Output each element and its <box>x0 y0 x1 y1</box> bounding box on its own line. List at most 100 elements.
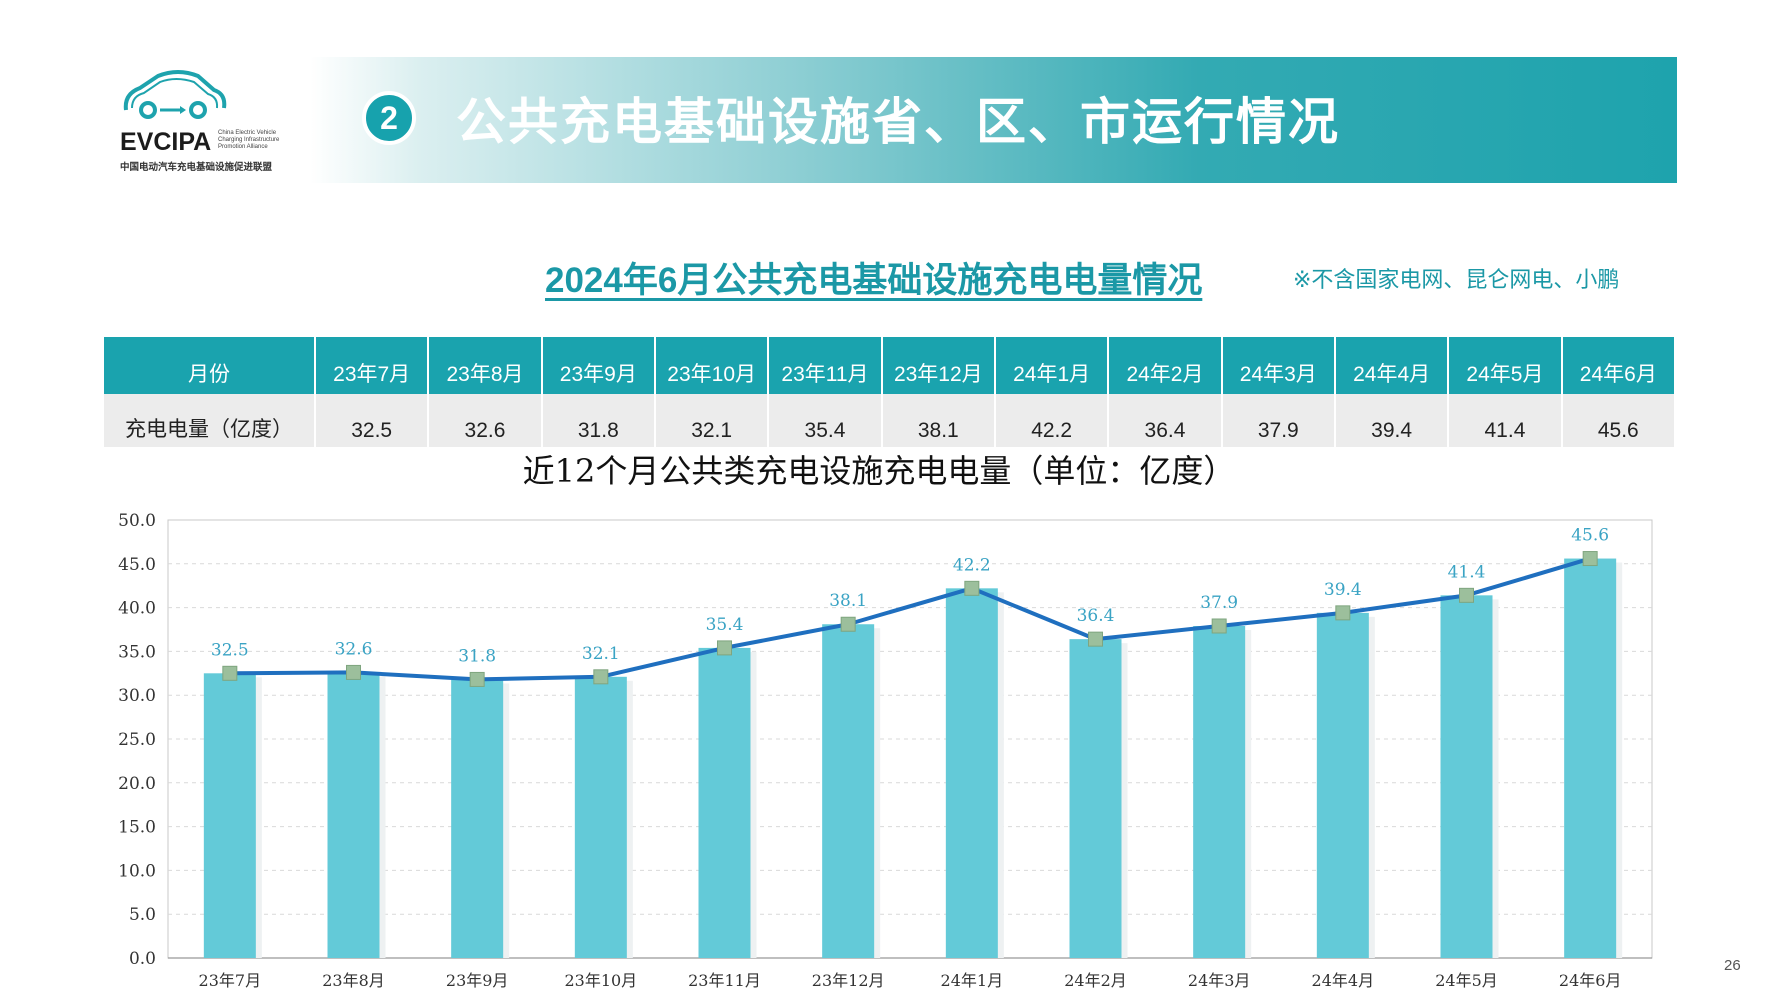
table-header-cell: 24年4月 <box>1334 337 1450 394</box>
section-banner <box>310 57 1677 183</box>
bar <box>1440 595 1493 958</box>
data-label: 45.6 <box>1571 526 1609 546</box>
table-header-cell: 23年7月 <box>315 337 430 394</box>
table-cell: 32.5 <box>315 394 430 447</box>
bar <box>822 624 875 958</box>
section-number-badge: 2 <box>362 91 416 145</box>
x-tick-label: 23年9月 <box>446 971 509 990</box>
trend-line <box>229 556 1591 682</box>
table-cell: 45.6 <box>1561 394 1677 447</box>
bar <box>1069 639 1122 958</box>
data-label: 38.1 <box>829 591 867 611</box>
data-label: 41.4 <box>1448 562 1486 582</box>
bar <box>574 676 627 958</box>
x-tick-label: 24年6月 <box>1559 971 1622 990</box>
line-marker <box>964 580 980 596</box>
data-label: 36.4 <box>1077 606 1115 626</box>
bar <box>945 588 998 958</box>
x-tick-label: 23年10月 <box>564 971 637 990</box>
table-header-cell: 24年6月 <box>1561 337 1677 394</box>
table-cell: 32.1 <box>654 394 770 447</box>
x-tick-label: 24年4月 <box>1312 971 1375 990</box>
car-logo-icon <box>123 70 227 119</box>
table-cell: 31.8 <box>541 394 656 447</box>
x-tick-label: 23年12月 <box>812 971 885 990</box>
x-tick-label: 24年2月 <box>1064 971 1127 990</box>
y-tick-label: 35.0 <box>118 642 156 662</box>
plot-area <box>167 519 1653 959</box>
line-marker <box>469 671 485 687</box>
y-tick-label: 25.0 <box>118 730 156 750</box>
page-number: 26 <box>1724 957 1741 974</box>
data-label: 31.8 <box>458 646 496 666</box>
table-header-cell: 24年1月 <box>994 337 1110 394</box>
table-header-cell: 24年5月 <box>1448 337 1563 394</box>
x-tick-label: 24年1月 <box>941 971 1004 990</box>
x-tick-label: 23年8月 <box>322 971 385 990</box>
y-tick-label: 45.0 <box>118 555 156 575</box>
data-label: 42.2 <box>953 555 991 575</box>
section-title: 公共充电基础设施省、区、市运行情况 <box>456 94 1340 150</box>
data-label: 39.4 <box>1324 580 1362 600</box>
bar <box>203 673 256 958</box>
y-tick-label: 5.0 <box>129 905 156 925</box>
data-label: 32.1 <box>582 644 620 664</box>
chart-title: 近12个月公共类充电设施充电电量（单位：亿度） <box>522 452 1236 490</box>
table-cell: 42.2 <box>994 394 1110 447</box>
line-marker <box>1211 618 1227 634</box>
line-marker <box>1459 587 1474 603</box>
line-marker <box>222 665 238 681</box>
data-label: 37.9 <box>1200 593 1238 613</box>
table-header-cell: 23年9月 <box>541 337 656 394</box>
table-header-cell: 23年11月 <box>768 337 883 394</box>
table-header-cell: 23年10月 <box>654 337 770 394</box>
logo-text: EVCIPA <box>120 128 212 156</box>
table-row: 充电电量（亿度） 32.5 32.6 31.8 32.1 35.4 38.1 4… <box>104 394 1677 447</box>
line-marker <box>593 669 609 685</box>
line-marker <box>1582 551 1598 567</box>
bar <box>451 679 504 958</box>
x-tick-label: 24年5月 <box>1435 971 1498 990</box>
y-tick-label: 30.0 <box>118 686 156 706</box>
slide-subtitle: 2024年6月公共充电基础设施充电电量情况 <box>545 261 1203 300</box>
exclusion-note: ※不含国家电网、昆仑网电、小鹏 <box>1293 267 1620 292</box>
logo-chinese-name: 中国电动汽车充电基础设施促进联盟 <box>120 162 273 173</box>
table-cell: 35.4 <box>768 394 883 447</box>
y-tick-label: 10.0 <box>118 861 156 881</box>
y-tick-label: 20.0 <box>118 774 156 794</box>
table-header-cell: 23年12月 <box>881 337 996 394</box>
bar <box>1564 558 1617 958</box>
x-tick-label: 23年7月 <box>199 971 262 990</box>
line-marker <box>717 640 732 656</box>
line-marker <box>840 616 856 632</box>
line-marker <box>1335 605 1351 621</box>
data-label: 32.5 <box>211 640 249 660</box>
bar <box>327 672 380 958</box>
table-cell: 32.6 <box>428 394 543 447</box>
x-tick-label: 23年11月 <box>688 971 761 990</box>
table-header-row: 月份 23年7月 23年8月 23年9月 23年10月 23年11月 23年12… <box>104 337 1677 394</box>
x-tick-label: 24年3月 <box>1188 971 1251 990</box>
bar <box>1193 625 1246 958</box>
table-cell: 38.1 <box>881 394 996 447</box>
table-cell: 36.4 <box>1108 394 1223 447</box>
header-label: 月份 <box>104 337 316 394</box>
bar <box>1316 612 1369 958</box>
monthly-data-table: 月份 23年7月 23年8月 23年9月 23年10月 23年11月 23年12… <box>104 337 1677 447</box>
line-marker <box>1088 631 1103 647</box>
y-tick-label: 40.0 <box>118 599 156 619</box>
logo-subtext: China Electric Vehicle Charging Infrastr… <box>218 130 280 150</box>
data-label: 32.6 <box>335 639 373 659</box>
y-tick-label: 50.0 <box>118 511 156 531</box>
table-header-cell: 23年8月 <box>428 337 543 394</box>
table-header-cell: 24年2月 <box>1108 337 1223 394</box>
data-label: 35.4 <box>706 615 744 635</box>
evcipa-logo: EVCIPA China Electric Vehicle Charging I… <box>118 66 288 176</box>
bar <box>698 647 751 958</box>
table-cell: 37.9 <box>1221 394 1336 447</box>
table-cell: 39.4 <box>1334 394 1450 447</box>
line-marker <box>346 664 361 680</box>
y-tick-label: 15.0 <box>118 818 156 838</box>
row-label: 充电电量（亿度） <box>104 394 316 447</box>
